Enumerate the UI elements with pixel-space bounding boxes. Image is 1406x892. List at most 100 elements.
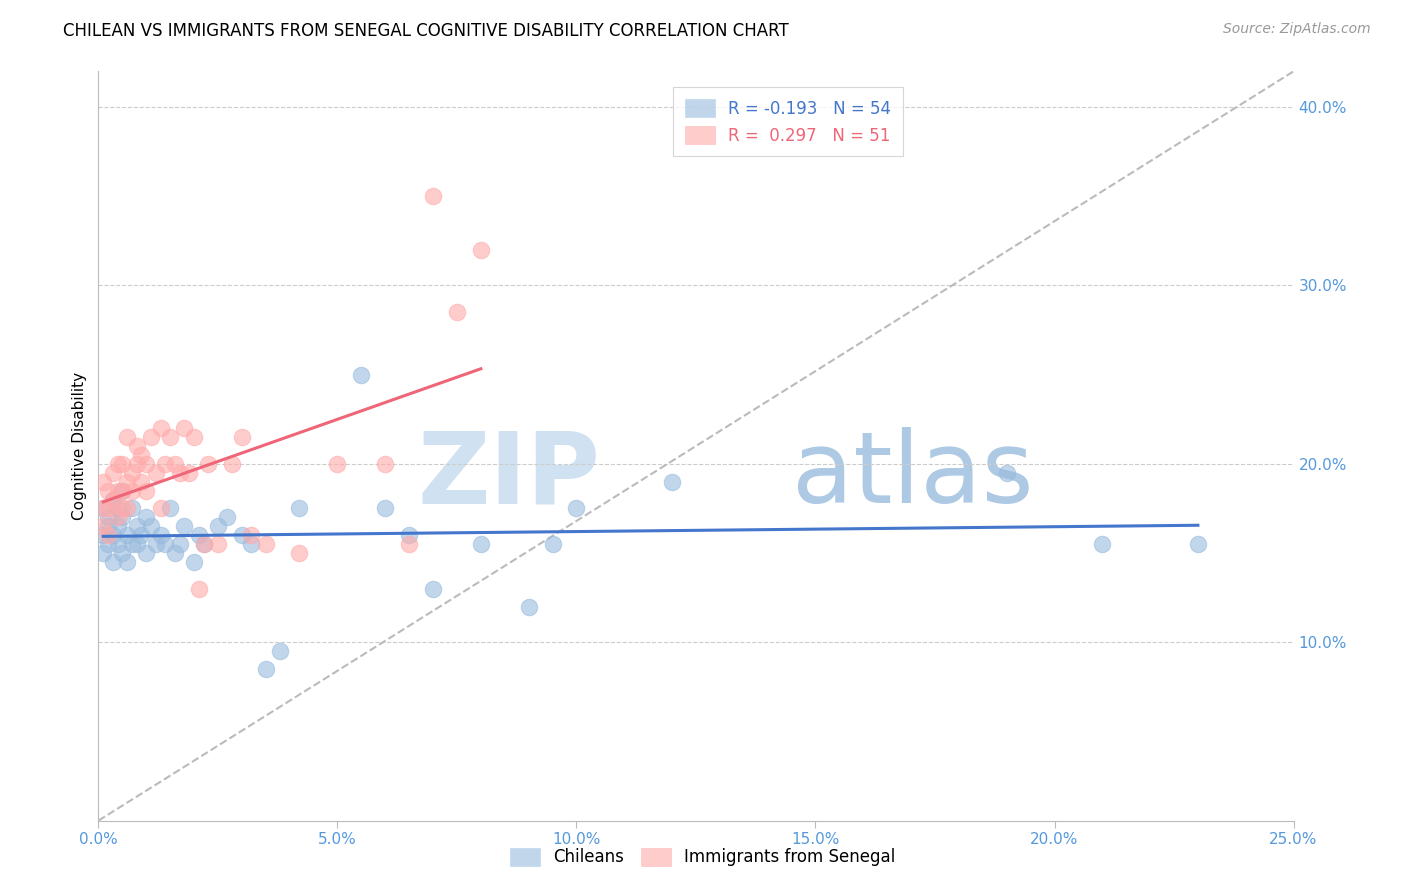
Point [422, 582, 444, 596]
Point [121, 483, 143, 498]
Point [197, 457, 219, 471]
Point [111, 546, 134, 560]
Point [111, 457, 134, 471]
Legend: Chileans, Immigrants from Senegal: Chileans, Immigrants from Senegal [502, 839, 904, 875]
Point [207, 519, 229, 533]
Point [91, 475, 114, 489]
Point [135, 546, 157, 560]
Point [97, 519, 120, 533]
Point [101, 492, 124, 507]
Point [121, 501, 143, 516]
Point [115, 430, 138, 444]
Text: atlas: atlas [792, 427, 1033, 524]
Point [163, 546, 186, 560]
Point [145, 537, 167, 551]
Point [111, 501, 134, 516]
Point [155, 457, 177, 471]
Point [97, 510, 120, 524]
Point [139, 519, 162, 533]
Point [169, 466, 191, 480]
Point [145, 466, 167, 480]
Point [193, 537, 215, 551]
Point [254, 537, 277, 551]
Point [240, 528, 263, 542]
Point [149, 528, 172, 542]
Point [422, 189, 444, 203]
Point [115, 555, 138, 569]
Point [101, 466, 124, 480]
Point [398, 537, 420, 551]
Point [125, 519, 148, 533]
Point [97, 528, 120, 542]
Point [115, 501, 138, 516]
Point [565, 501, 588, 516]
Point [163, 457, 186, 471]
Point [131, 528, 153, 542]
Point [350, 368, 373, 382]
Text: Source: ZipAtlas.com: Source: ZipAtlas.com [1223, 22, 1371, 37]
Point [374, 501, 396, 516]
Point [1091, 537, 1114, 551]
Point [91, 501, 114, 516]
Point [207, 537, 229, 551]
Point [159, 430, 181, 444]
Y-axis label: Cognitive Disability: Cognitive Disability [72, 372, 87, 520]
Point [446, 305, 468, 319]
Point [121, 537, 143, 551]
Point [107, 483, 129, 498]
Point [374, 457, 396, 471]
Legend: R = -0.193   N = 54, R =  0.297   N = 51: R = -0.193 N = 54, R = 0.297 N = 51 [673, 87, 903, 156]
Point [97, 537, 120, 551]
Point [288, 501, 311, 516]
Point [661, 475, 683, 489]
Point [173, 519, 195, 533]
Point [107, 519, 129, 533]
Point [217, 510, 239, 524]
Point [183, 430, 205, 444]
Point [111, 483, 134, 498]
Point [326, 457, 349, 471]
Point [107, 501, 129, 516]
Point [1187, 537, 1209, 551]
Point [97, 483, 120, 498]
Point [254, 662, 277, 676]
Point [97, 501, 120, 516]
Point [125, 439, 148, 453]
Point [193, 537, 215, 551]
Point [517, 599, 540, 614]
Point [187, 528, 209, 542]
Point [470, 243, 492, 257]
Text: ZIP: ZIP [418, 427, 600, 524]
Point [149, 421, 172, 435]
Point [139, 430, 162, 444]
Point [115, 475, 138, 489]
Point [231, 528, 253, 542]
Point [115, 528, 138, 542]
Point [101, 528, 124, 542]
Point [107, 457, 129, 471]
Point [135, 457, 157, 471]
Point [135, 510, 157, 524]
Point [91, 528, 114, 542]
Point [240, 537, 263, 551]
Point [183, 555, 205, 569]
Point [541, 537, 564, 551]
Point [169, 537, 191, 551]
Point [91, 546, 114, 560]
Point [131, 448, 153, 462]
Point [101, 555, 124, 569]
Point [111, 510, 134, 524]
Point [101, 492, 124, 507]
Point [125, 457, 148, 471]
Point [470, 537, 492, 551]
Point [221, 457, 243, 471]
Point [269, 644, 291, 658]
Point [111, 483, 134, 498]
Point [995, 466, 1018, 480]
Point [125, 537, 148, 551]
Point [155, 537, 177, 551]
Point [159, 501, 181, 516]
Text: CHILEAN VS IMMIGRANTS FROM SENEGAL COGNITIVE DISABILITY CORRELATION CHART: CHILEAN VS IMMIGRANTS FROM SENEGAL COGNI… [63, 22, 789, 40]
Point [187, 582, 209, 596]
Point [107, 537, 129, 551]
